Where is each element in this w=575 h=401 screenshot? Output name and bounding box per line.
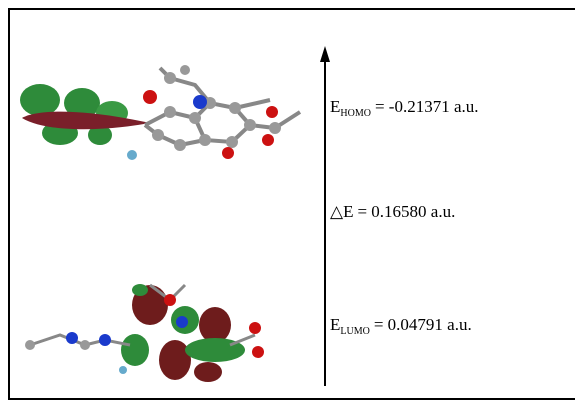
subscript: HOMO [340,108,371,119]
symbol: E [330,97,340,116]
frame [9,9,575,399]
subscript: LUMO [340,326,369,337]
symbol: E [330,315,340,334]
value: = -0.21371 a.u. [375,97,479,116]
figure: EHOMO= -0.21371 a.u. △E= 0.16580 a.u. EL… [0,0,575,401]
symbol: △E [330,202,353,221]
gap-energy: △E= 0.16580 a.u. [330,202,455,221]
value: = 0.16580 a.u. [357,202,455,221]
value: = 0.04791 a.u. [374,315,472,334]
